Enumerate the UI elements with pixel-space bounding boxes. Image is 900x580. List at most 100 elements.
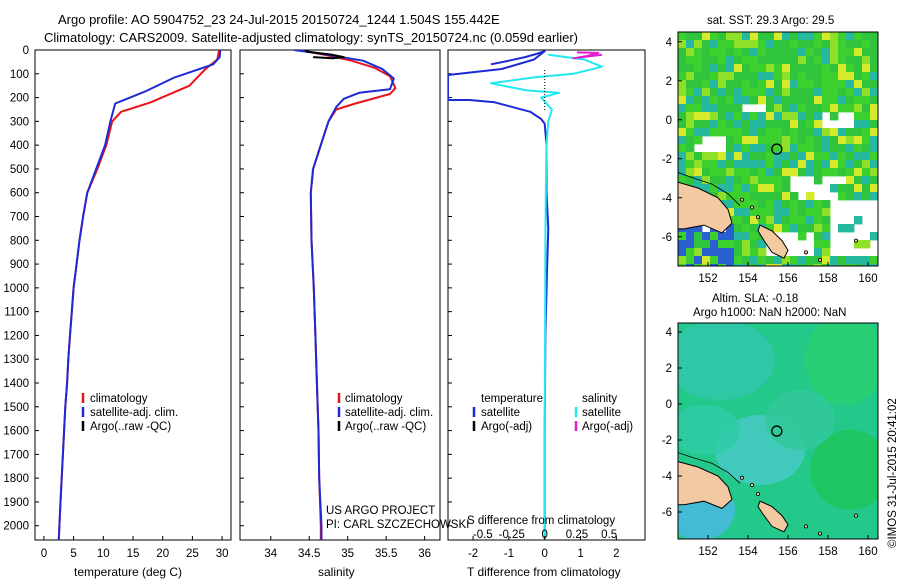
sst-cell bbox=[798, 112, 807, 121]
sst-cell bbox=[734, 112, 743, 121]
sst-cell bbox=[702, 160, 711, 169]
sst-cell bbox=[854, 168, 863, 177]
sst-cell bbox=[862, 160, 871, 169]
sst-cell bbox=[846, 160, 855, 169]
sst-cell bbox=[814, 232, 823, 241]
sst-cell bbox=[734, 224, 743, 233]
sst-cell bbox=[862, 152, 871, 161]
sst-cell bbox=[854, 136, 863, 145]
small-island bbox=[756, 215, 761, 220]
sst-cell bbox=[782, 176, 791, 185]
sst-cell bbox=[814, 72, 823, 81]
sst-cell bbox=[782, 112, 791, 121]
sst-cell bbox=[710, 40, 719, 49]
sst-cell bbox=[766, 192, 775, 201]
sst-cell bbox=[750, 256, 759, 265]
map-x-tick-label: 158 bbox=[818, 546, 837, 558]
sst-cell bbox=[782, 104, 791, 113]
sst-cell bbox=[846, 224, 855, 233]
map-x-tick-label: 154 bbox=[738, 546, 758, 558]
sst-cell bbox=[726, 224, 735, 233]
map-y-tick-label: -2 bbox=[662, 154, 672, 166]
depth-tick-label: 500 bbox=[10, 164, 29, 176]
sst-cell bbox=[766, 48, 775, 57]
sst-cell bbox=[766, 56, 775, 65]
temperature-xlabel: temperature (deg C) bbox=[74, 565, 182, 579]
sst-cell bbox=[678, 48, 687, 57]
sst-cell bbox=[806, 208, 815, 217]
s-tick-label: -0.5 bbox=[473, 529, 493, 541]
sst-cell bbox=[870, 80, 878, 89]
sst-cell bbox=[790, 136, 799, 145]
sst-cell bbox=[806, 56, 815, 65]
sst-cell bbox=[846, 40, 855, 49]
sst-cell bbox=[678, 160, 687, 169]
sst-cell bbox=[862, 144, 871, 153]
depth-tick-label: 200 bbox=[10, 93, 29, 105]
sst-cell bbox=[702, 56, 711, 65]
sst-cell bbox=[830, 112, 839, 121]
sst-cell bbox=[838, 80, 847, 89]
sst-cell bbox=[718, 168, 727, 177]
sst-cell bbox=[710, 264, 719, 266]
sst-cell bbox=[686, 64, 695, 73]
sst-cell bbox=[758, 96, 767, 105]
sst-cell bbox=[838, 56, 847, 65]
sst-cell bbox=[822, 48, 831, 57]
sst-cell bbox=[782, 56, 791, 65]
sst-cell bbox=[774, 112, 783, 121]
sst-cell bbox=[718, 128, 727, 137]
sst-cell bbox=[846, 168, 855, 177]
sst-cell bbox=[726, 96, 735, 105]
sst-cell bbox=[758, 48, 767, 57]
sst-cell bbox=[694, 168, 703, 177]
sst-cell bbox=[814, 80, 823, 89]
sst-cell bbox=[758, 176, 767, 185]
sst-cell bbox=[870, 160, 878, 169]
x-tick-label: 30 bbox=[216, 548, 229, 560]
sst-cell bbox=[774, 128, 783, 137]
sst-cell bbox=[790, 48, 799, 57]
sst-cell bbox=[726, 160, 735, 169]
sst-cell bbox=[798, 64, 807, 73]
x-tick-label: 34 bbox=[264, 548, 277, 560]
sst-cell bbox=[790, 112, 799, 121]
sst-cell bbox=[702, 96, 711, 105]
depth-tick-label: 100 bbox=[10, 69, 29, 81]
sst-cell bbox=[678, 80, 687, 89]
sst-cell bbox=[742, 224, 751, 233]
sst-cell bbox=[734, 136, 743, 145]
sst-cell bbox=[710, 48, 719, 57]
sst-cell bbox=[790, 168, 799, 177]
sst-cell bbox=[830, 40, 839, 49]
sst-cell bbox=[782, 264, 791, 266]
x-tick-label: 5 bbox=[70, 548, 76, 560]
sst-cell bbox=[758, 248, 767, 257]
series-line-satellite-adj-clim- bbox=[57, 50, 222, 540]
sst-cell bbox=[798, 56, 807, 65]
depth-tick-label: 1200 bbox=[3, 330, 29, 342]
sst-cell bbox=[718, 96, 727, 105]
sst-cell bbox=[750, 192, 759, 201]
sst-cell bbox=[806, 40, 815, 49]
sst-cell bbox=[710, 72, 719, 81]
sst-cell bbox=[822, 32, 831, 41]
sst-cell bbox=[854, 32, 863, 41]
argo-position-marker bbox=[771, 425, 783, 437]
sst-cell bbox=[694, 40, 703, 49]
series-line-argo-raw-qc- bbox=[305, 50, 345, 60]
sst-cell bbox=[854, 216, 863, 225]
sst-cell bbox=[742, 72, 751, 81]
sst-cell bbox=[742, 96, 751, 105]
sst-cell bbox=[702, 40, 711, 49]
sst-cell bbox=[726, 32, 735, 41]
sst-cell bbox=[734, 264, 743, 266]
sst-cell bbox=[806, 264, 815, 266]
sst-cell bbox=[726, 120, 735, 129]
sst-cell bbox=[694, 64, 703, 73]
legend-argo-label: Argo(..raw -QC) bbox=[90, 421, 171, 433]
sst-cell bbox=[798, 264, 807, 266]
sst-cell bbox=[750, 184, 759, 193]
sst-cell bbox=[678, 40, 687, 49]
small-island bbox=[756, 491, 761, 496]
